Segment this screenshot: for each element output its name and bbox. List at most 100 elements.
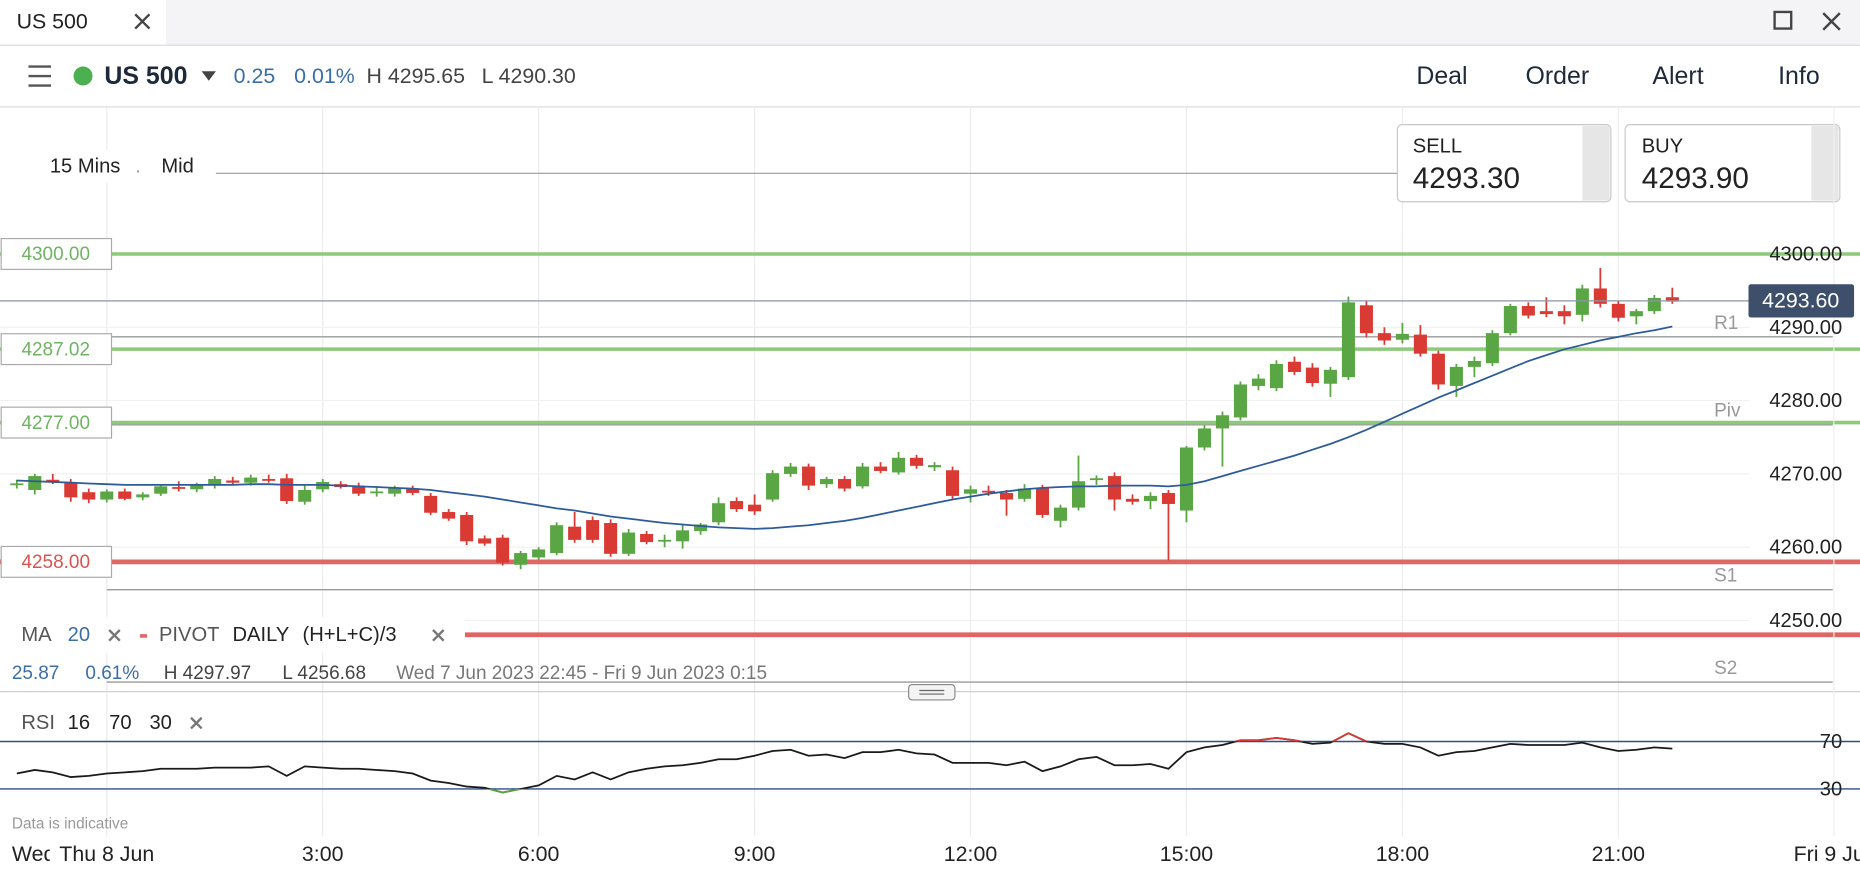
menu-item[interactable]: Info	[1778, 62, 1820, 90]
tab[interactable]	[0, 0, 167, 46]
candle-body	[694, 524, 708, 532]
sell-box[interactable]	[1396, 124, 1612, 203]
buy-price: 4293.90	[1642, 162, 1749, 195]
status-dot	[73, 66, 93, 86]
buy-button[interactable]: BUY 4293.90	[1624, 124, 1841, 203]
range-low: L 4256.68	[282, 663, 366, 684]
maximize[interactable]	[1773, 10, 1793, 30]
candle-body	[784, 466, 798, 474]
range-dates: Wed 7 Jun 2023 22:45 - Fri 9 Jun 2023 0:…	[396, 663, 767, 684]
rsi-tick-label: 30	[1820, 778, 1842, 800]
candle-body	[1053, 507, 1068, 521]
candle-body	[676, 530, 690, 542]
price-plot: R1 Piv S1 S2 4300.00 4287.02 4277.00 4258.00	[0, 237, 1860, 683]
last-price-tag	[1748, 284, 1855, 318]
pivot-period[interactable]: DAILY	[233, 624, 290, 646]
candle-body	[730, 501, 744, 510]
interval[interactable]: 15 Mins	[50, 156, 121, 178]
rsi-plot: 30 70	[0, 731, 1860, 800]
candle-body	[298, 490, 312, 502]
candle-body	[1413, 334, 1427, 354]
candle-body	[172, 487, 186, 489]
range-change-pct: 0.61%	[85, 663, 139, 684]
ma-period[interactable]: 20	[68, 624, 90, 646]
close-window[interactable]	[1822, 12, 1841, 31]
menu-item[interactable]: Alert	[1652, 62, 1703, 90]
rsi-lower[interactable]: 30	[149, 712, 171, 734]
menu-item[interactable]: Order	[1525, 62, 1589, 90]
pane-handle[interactable]	[908, 683, 956, 701]
last-price-label: 4293.60	[1762, 289, 1839, 313]
candle-body	[856, 466, 870, 487]
y-tick-label: 4260.00	[1769, 537, 1842, 559]
buy-box[interactable]	[1624, 124, 1841, 203]
candle-body	[1449, 366, 1463, 386]
candle-body	[1539, 311, 1553, 315]
candle-body	[712, 503, 726, 523]
x-tick-label: 21:00	[1592, 842, 1646, 866]
level-tag	[0, 545, 113, 578]
candle-body	[1215, 415, 1229, 429]
candle-body	[1323, 369, 1337, 384]
tab-close[interactable]	[134, 13, 151, 30]
y-tick-label: 4290.00	[1769, 317, 1842, 339]
candle-body	[622, 532, 636, 554]
chart-overlay: 15 Mins . Mid SELL 4293.30 BUY 4293.90 M…	[0, 106, 1860, 866]
x-tick-label: Thu 8 Jun	[59, 842, 154, 866]
candle-body	[892, 457, 906, 473]
sell-price: 4293.30	[1413, 162, 1520, 195]
candle-body	[136, 494, 150, 498]
candle-body	[478, 538, 492, 544]
y-tick-label: 4250.00	[1769, 610, 1842, 632]
disclaimer: Data is indicative	[12, 816, 128, 833]
candle-body	[1557, 311, 1571, 317]
candle-body	[190, 484, 204, 490]
level-label: 4287.02	[21, 339, 90, 360]
pivot-name: S2	[1714, 658, 1737, 679]
candle-body	[100, 491, 114, 500]
ma-remove[interactable]	[108, 629, 121, 642]
rsi-label: RSI	[21, 712, 55, 734]
candle-body	[1035, 487, 1050, 515]
sell-button[interactable]: SELL 4293.30	[1396, 124, 1612, 203]
instrument-caret[interactable]	[201, 71, 216, 81]
candle-body	[1251, 378, 1265, 386]
candle-body	[424, 495, 438, 513]
rsi-upper[interactable]: 70	[109, 712, 131, 734]
candle-body	[640, 534, 654, 543]
rsi-remove[interactable]	[190, 716, 203, 730]
x-tick-label: 6:00	[518, 842, 560, 866]
candle-body	[1071, 481, 1086, 508]
candle-body	[963, 489, 978, 494]
candle-body	[874, 466, 888, 471]
rsi-period[interactable]: 16	[68, 712, 90, 734]
pivot-name: Piv	[1714, 401, 1741, 422]
candle-body	[1395, 333, 1409, 340]
pivot-name: S1	[1714, 566, 1737, 587]
pivot-remove[interactable]	[432, 629, 445, 642]
instrument[interactable]: US 500	[104, 62, 187, 90]
candle-body	[244, 477, 258, 483]
legend-bg	[0, 616, 465, 653]
candle-body	[604, 523, 618, 554]
edge-date-left: Wed	[12, 842, 56, 866]
change-pct: 0.01%	[294, 64, 355, 88]
day-high: H 4295.65	[367, 64, 466, 88]
candle-body	[388, 487, 402, 494]
candle-body	[910, 457, 924, 466]
menu-item[interactable]: Deal	[1416, 62, 1467, 90]
candle-body	[1287, 361, 1301, 373]
level-tag	[0, 237, 113, 270]
separator-dot: .	[135, 156, 141, 178]
menu-icon[interactable]	[28, 65, 52, 87]
y-tick-label: 4270.00	[1769, 463, 1842, 485]
candle-body	[532, 549, 546, 558]
level-tag	[0, 406, 113, 439]
candle-body	[154, 486, 168, 494]
candle-body	[981, 490, 996, 493]
price-type[interactable]: Mid	[161, 156, 193, 178]
ma-label: MA	[21, 624, 52, 646]
candle-body	[1467, 361, 1481, 367]
pivot-formula[interactable]: (H+L+C)/3	[302, 624, 396, 646]
candle-body	[1503, 306, 1517, 334]
